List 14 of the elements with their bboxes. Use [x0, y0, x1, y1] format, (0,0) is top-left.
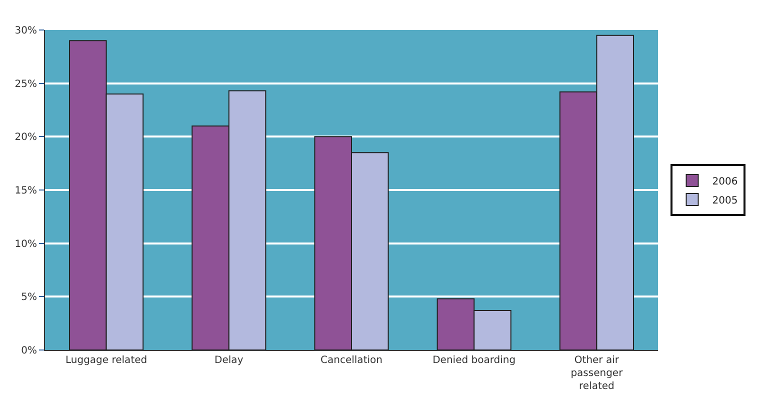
- y-tick-label: 20%: [14, 132, 37, 144]
- x-tick-label: Luggage related: [65, 355, 148, 366]
- y-tick-label: 30%: [14, 26, 37, 36]
- y-tick-label: 5%: [21, 292, 37, 304]
- x-tick-label: Cancellation: [320, 355, 382, 366]
- x-tick-label: Delay: [214, 355, 244, 366]
- legend-label: 2005: [712, 195, 738, 206]
- legend-label: 2006: [712, 176, 738, 188]
- y-tick-label: 0%: [21, 346, 37, 356]
- x-tick-label: Denied boarding: [432, 355, 516, 366]
- x-tick-label: Other air passenger related: [570, 355, 624, 392]
- y-tick-label: 15%: [14, 186, 37, 196]
- y-tick-label: 10%: [14, 238, 37, 250]
- y-tick-label: 25%: [14, 78, 37, 90]
